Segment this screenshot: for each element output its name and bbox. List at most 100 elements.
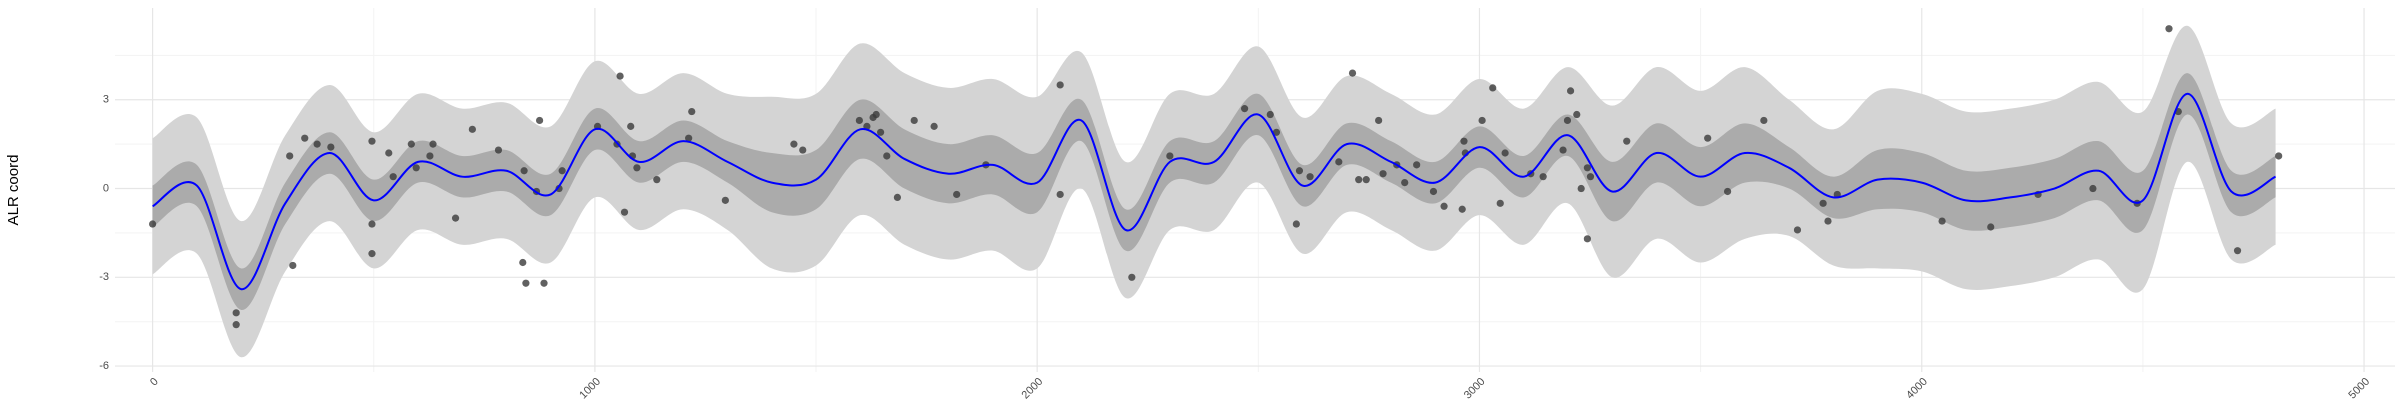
data-point [535, 116, 544, 125]
data-point [1704, 134, 1712, 142]
data-point [1306, 173, 1314, 181]
data-point [1577, 184, 1585, 193]
data-point [1938, 217, 1946, 225]
data-point [1489, 84, 1497, 92]
data-point [893, 193, 902, 201]
data-point [389, 173, 397, 181]
data-point [385, 149, 393, 157]
data-point [520, 167, 528, 175]
data-point [426, 152, 434, 160]
data-point [688, 107, 696, 116]
data-point [232, 321, 240, 329]
data-point [1401, 179, 1409, 187]
y-tick-label: 3 [103, 94, 109, 106]
data-point [313, 140, 321, 148]
data-point [627, 122, 635, 130]
data-point [1266, 110, 1274, 119]
x-tick-label: 2000 [1020, 376, 1046, 400]
data-point [863, 122, 871, 130]
data-point [910, 116, 918, 125]
data-point [1292, 220, 1300, 228]
data-point [368, 137, 376, 145]
data-point [1362, 176, 1370, 184]
data-point [412, 164, 420, 172]
data-point [286, 152, 294, 160]
data-point [468, 125, 476, 133]
x-tick-label: 0 [148, 376, 161, 389]
data-point [872, 110, 880, 119]
data-point [407, 140, 415, 148]
data-point [368, 220, 376, 228]
data-point [1824, 217, 1832, 225]
data-point [1559, 146, 1567, 154]
data-point [451, 214, 460, 222]
data-point [953, 190, 961, 199]
data-point [1056, 81, 1064, 89]
y-tick-label: 0 [103, 182, 109, 194]
data-point [1623, 137, 1631, 145]
data-point [1440, 202, 1448, 210]
data-point [1987, 223, 1995, 231]
data-point [1355, 176, 1363, 184]
data-point [1348, 69, 1357, 77]
data-point [522, 279, 530, 287]
data-point [1056, 190, 1064, 199]
data-point [721, 196, 729, 204]
data-point [2089, 184, 2097, 193]
data-point [301, 134, 309, 142]
data-point [540, 279, 548, 287]
data-point [883, 152, 891, 160]
data-point [633, 164, 641, 172]
data-point [1413, 161, 1421, 169]
y-tick-label: -3 [99, 271, 109, 283]
data-point [1429, 187, 1438, 196]
mean-line [152, 92, 2277, 291]
data-point [148, 220, 157, 228]
data-point [2275, 152, 2283, 160]
data-point [555, 184, 563, 193]
y-tick-label: -6 [99, 360, 109, 372]
data-point [1496, 199, 1504, 207]
data-point [519, 258, 527, 267]
data-point [1272, 128, 1281, 136]
data-point [327, 143, 335, 151]
data-point [1375, 116, 1383, 125]
data-point [877, 128, 885, 136]
data-point [620, 208, 629, 216]
data-point [1295, 167, 1304, 175]
confidence-band [152, 25, 2276, 358]
data-point [2165, 25, 2173, 33]
data-point [1573, 110, 1581, 119]
data-point [1379, 170, 1387, 178]
data-point [653, 176, 661, 184]
confidence-band [152, 73, 2276, 310]
data-point [1586, 173, 1595, 181]
data-point [2233, 247, 2242, 255]
data-point [1458, 205, 1466, 213]
data-point [1335, 158, 1343, 166]
x-tick-label: 5000 [2346, 376, 2372, 400]
data-point [1566, 87, 1575, 95]
data-point [289, 261, 297, 270]
data-point [1563, 116, 1572, 125]
x-tick-label: 3000 [1462, 376, 1488, 400]
data-point [685, 134, 693, 142]
data-point [1793, 226, 1802, 234]
data-point [799, 146, 807, 154]
x-tick-label: 1000 [577, 376, 603, 400]
data-point [1583, 235, 1591, 243]
data-point [1539, 173, 1547, 181]
data-point [1128, 273, 1136, 281]
data-point [232, 309, 240, 317]
data-point [930, 122, 938, 130]
data-point [1723, 187, 1732, 196]
data-point [1166, 152, 1174, 160]
x-tick-label: 4000 [1904, 376, 1930, 400]
data-point [1760, 116, 1768, 125]
data-point [1583, 164, 1591, 172]
data-point [429, 140, 437, 148]
data-point [616, 72, 624, 80]
data-point [855, 116, 863, 125]
data-point [558, 167, 566, 175]
data-point [368, 250, 376, 258]
